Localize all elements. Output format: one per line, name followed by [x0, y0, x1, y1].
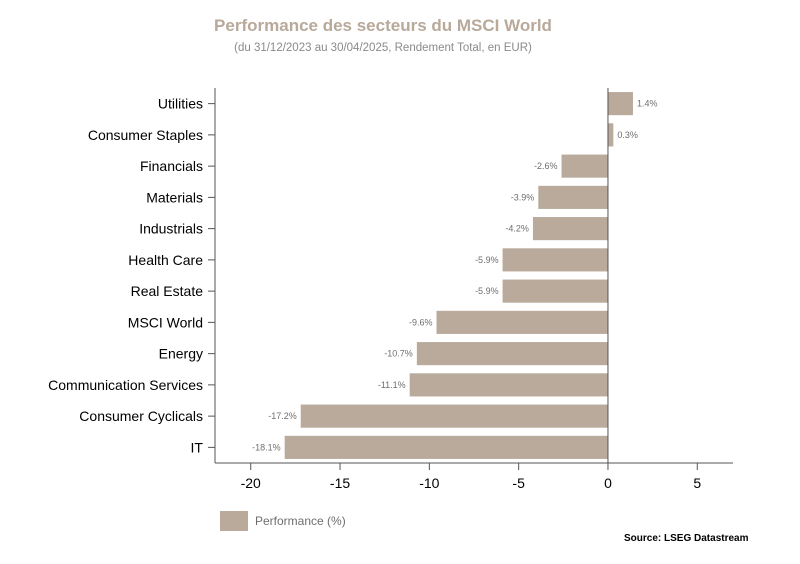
- x-tick-label: 0: [604, 475, 612, 491]
- bar: [538, 185, 608, 209]
- data-label: -17.2%: [268, 411, 297, 421]
- data-label: -4.2%: [505, 224, 529, 234]
- category-label: Consumer Staples: [88, 127, 203, 143]
- category-label: Materials: [146, 189, 203, 205]
- data-label: -5.9%: [475, 255, 499, 265]
- legend: Performance (%): [220, 511, 346, 531]
- data-label: -3.9%: [511, 192, 535, 202]
- data-label: 1.4%: [637, 99, 658, 109]
- category-labels: Utilities Consumer Staples Financials Mater…: [48, 96, 203, 456]
- data-label: -18.1%: [252, 442, 281, 452]
- bar: [284, 435, 608, 459]
- axes: -20 -15 -10 -5 0 5: [208, 88, 733, 491]
- category-label: Financials: [140, 158, 203, 174]
- data-label: -9.6%: [409, 317, 433, 327]
- bar: [502, 279, 608, 303]
- data-label: -2.6%: [534, 161, 558, 171]
- chart-title: Performance des secteurs du MSCI World: [214, 16, 552, 35]
- bar: [607, 123, 614, 147]
- bar: [416, 342, 608, 366]
- data-label: -11.1%: [378, 380, 406, 390]
- legend-label: Performance (%): [255, 514, 346, 528]
- category-label: Energy: [159, 346, 203, 362]
- bar: [436, 310, 608, 334]
- x-tick-label: -20: [241, 475, 261, 491]
- x-tick-label: -15: [330, 475, 350, 491]
- x-tick-label: -5: [512, 475, 525, 491]
- category-label: Communication Services: [48, 377, 203, 393]
- bar: [561, 154, 608, 178]
- category-label: Consumer Cyclicals: [79, 408, 203, 424]
- bar: [502, 248, 608, 272]
- category-label: Utilities: [158, 96, 203, 112]
- source-note: Source: LSEG Datastream: [624, 533, 749, 544]
- bar: [409, 373, 608, 397]
- x-tick-label: -10: [419, 475, 439, 491]
- bar: [607, 92, 633, 116]
- data-label: -5.9%: [475, 286, 499, 296]
- bars-group: [284, 92, 633, 459]
- data-label: -10.7%: [384, 349, 413, 359]
- category-label: Real Estate: [131, 283, 204, 299]
- category-label: Industrials: [139, 221, 203, 237]
- category-label: Health Care: [128, 252, 203, 268]
- chart-subtitle: (du 31/12/2023 au 30/04/2025, Rendement …: [234, 42, 532, 54]
- legend-swatch: [220, 511, 248, 531]
- data-label: 0.3%: [617, 130, 638, 140]
- bar: [300, 404, 608, 428]
- data-labels: 1.4% 0.3% -2.6% -3.9% -4.2% -5.9% -5.9% -9.6% -1…: [252, 99, 657, 453]
- x-tick-label: 5: [693, 475, 701, 491]
- bar: [532, 217, 608, 241]
- category-label: IT: [191, 439, 204, 455]
- category-label: MSCI World: [128, 314, 203, 330]
